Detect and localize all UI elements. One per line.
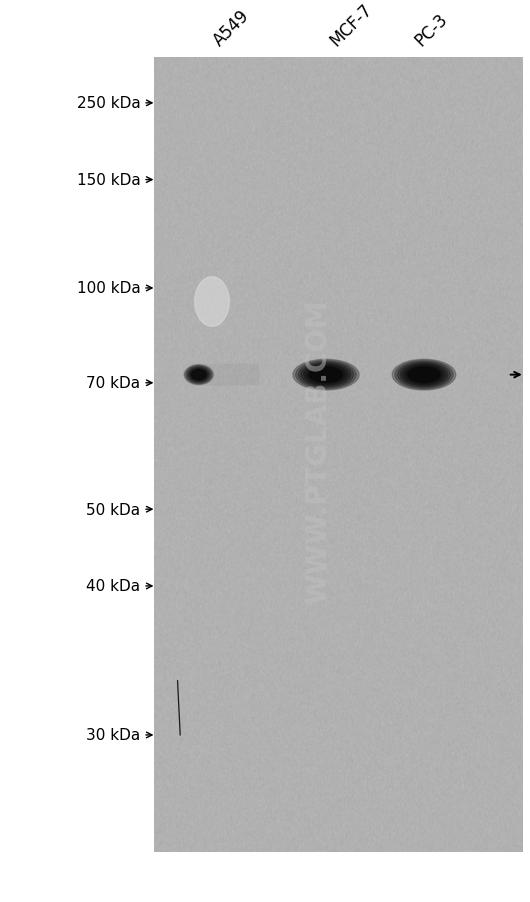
Ellipse shape (392, 360, 456, 391)
Ellipse shape (191, 371, 206, 381)
Ellipse shape (186, 366, 212, 384)
Text: 100 kDa: 100 kDa (77, 281, 140, 296)
Ellipse shape (403, 365, 445, 385)
Text: PC-3: PC-3 (411, 10, 451, 50)
Ellipse shape (298, 363, 354, 388)
Ellipse shape (189, 369, 208, 382)
Ellipse shape (408, 368, 440, 383)
Text: 150 kDa: 150 kDa (77, 173, 140, 188)
Ellipse shape (304, 365, 348, 385)
Text: 70 kDa: 70 kDa (86, 376, 140, 391)
Ellipse shape (398, 363, 450, 388)
Ellipse shape (184, 365, 213, 385)
Ellipse shape (293, 360, 359, 391)
Text: WWW.PTGLAB.COM: WWW.PTGLAB.COM (304, 299, 332, 603)
Ellipse shape (307, 366, 345, 384)
Text: MCF-7: MCF-7 (326, 0, 376, 50)
Text: 250 kDa: 250 kDa (77, 97, 140, 111)
Text: 40 kDa: 40 kDa (86, 579, 140, 594)
Ellipse shape (310, 368, 342, 383)
Ellipse shape (190, 370, 207, 381)
Ellipse shape (195, 277, 229, 327)
Ellipse shape (187, 367, 211, 383)
Ellipse shape (395, 361, 453, 390)
Ellipse shape (405, 366, 443, 384)
Ellipse shape (296, 361, 356, 390)
Ellipse shape (400, 364, 448, 387)
Text: A549: A549 (210, 6, 253, 50)
Ellipse shape (301, 364, 351, 387)
Ellipse shape (188, 368, 210, 382)
Text: 50 kDa: 50 kDa (86, 502, 140, 517)
Text: 30 kDa: 30 kDa (86, 728, 140, 742)
FancyBboxPatch shape (191, 364, 260, 386)
